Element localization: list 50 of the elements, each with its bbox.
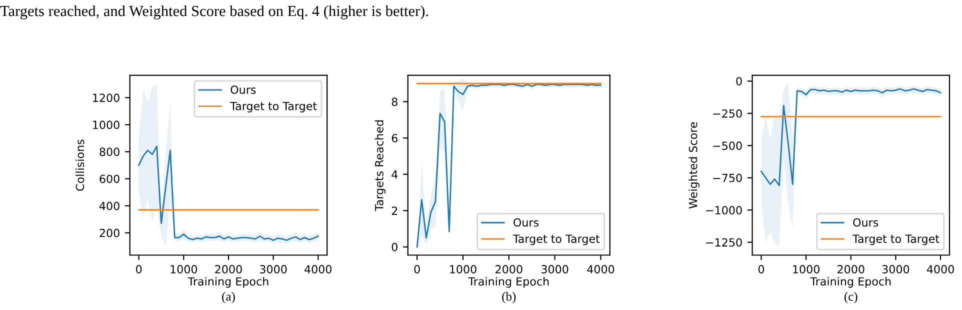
y-tick-label: −1000 <box>706 206 742 214</box>
y-tick-label: 8 <box>392 98 398 106</box>
line-series <box>138 146 319 241</box>
y-axis-title: Weighted Score <box>688 122 700 208</box>
x-tick-label: 1000 <box>793 265 820 274</box>
text: (c) <box>844 292 858 304</box>
x-tick-label: 3000 <box>542 265 568 274</box>
y-tick-label: 1200 <box>93 94 120 102</box>
line-series <box>760 88 942 186</box>
text: (b) <box>502 292 516 304</box>
legend-label: Ours <box>230 86 256 94</box>
y-tick-label: −250 <box>713 109 742 118</box>
x-tick-label: 4000 <box>926 265 954 274</box>
x-axis-title: Training Epoch <box>188 276 268 288</box>
x-tick-label: 3000 <box>882 265 910 274</box>
x-tick-label: 1000 <box>450 265 476 274</box>
y-tick-label: −500 <box>713 142 742 150</box>
y-tick-label: 200 <box>100 228 120 238</box>
y-tick-label: 2 <box>392 206 398 215</box>
y-tick-label: 800 <box>100 148 120 156</box>
y-tick-label: 6 <box>392 134 398 142</box>
text: (a) <box>222 292 235 304</box>
text: Targets reached, and Weighted Score based on Eq. 4 (higher is better). <box>0 5 428 20</box>
legend-label: Ours <box>853 218 878 227</box>
x-tick-label: 0 <box>136 265 142 274</box>
y-tick-label: 0 <box>392 242 398 252</box>
y-tick-label: 0 <box>736 77 742 86</box>
x-tick-label: 4000 <box>304 265 332 274</box>
y-tick-label: 600 <box>100 174 120 184</box>
legend-label: Target to Target <box>852 234 940 246</box>
x-tick-label: 0 <box>414 265 420 274</box>
legend-label: Ours <box>514 218 539 227</box>
x-tick-label: 1000 <box>170 265 198 274</box>
x-tick-label: 0 <box>758 265 764 274</box>
legend-label: Target to Target <box>512 234 600 246</box>
x-axis-title: Training Epoch <box>810 276 891 288</box>
y-tick-label: 1000 <box>93 120 120 130</box>
y-axis-title: Collisions <box>76 140 84 191</box>
x-axis-title: Training Epoch <box>468 276 549 288</box>
legend-label: Target to Target <box>230 102 317 112</box>
x-tick-label: 3000 <box>260 265 287 274</box>
x-tick-label: 2000 <box>838 265 864 274</box>
y-tick-label: 400 <box>99 202 120 210</box>
x-tick-label: 4000 <box>587 265 614 274</box>
y-axis-title: Targets Reached <box>374 120 386 212</box>
y-tick-label: −1250 <box>706 238 742 247</box>
y-tick-label: −750 <box>713 174 742 182</box>
x-tick-label: 2000 <box>215 265 242 274</box>
y-tick-label: 4 <box>392 170 398 179</box>
x-tick-label: 2000 <box>496 265 522 274</box>
